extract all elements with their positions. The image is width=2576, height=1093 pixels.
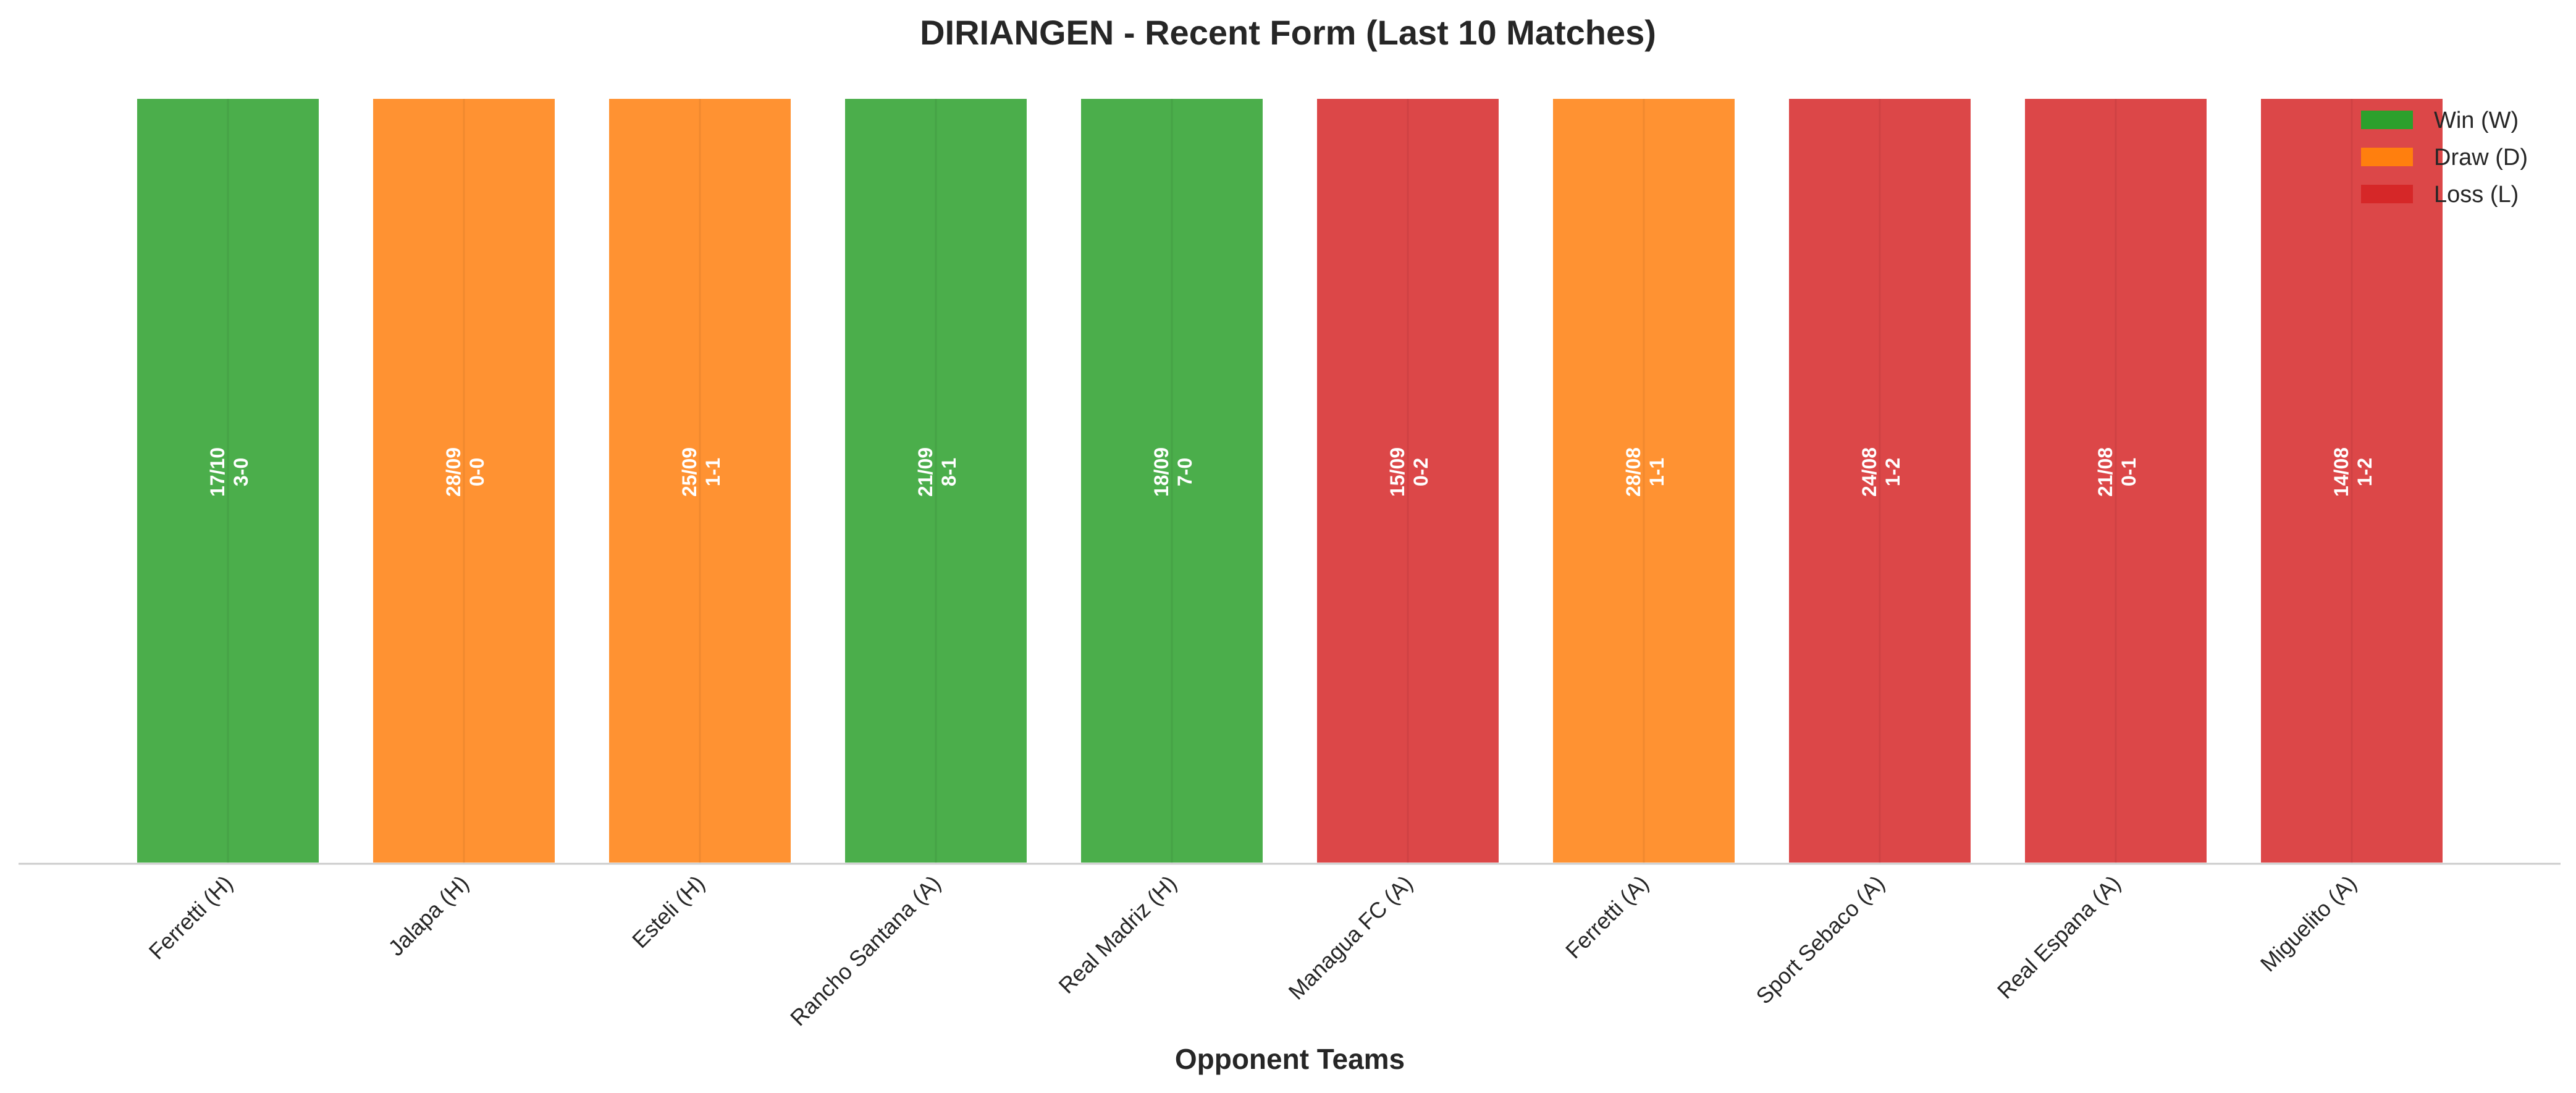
x-tick-label-6: Managua FC (A) (1283, 871, 1417, 1005)
bar-score: 1-1 (702, 458, 724, 486)
bar-label-5: 18/097-0 (1150, 447, 1196, 497)
bar-score: 0-1 (2118, 458, 2140, 486)
bar-label-10: 14/081-2 (2330, 447, 2376, 497)
legend-swatch-l (2361, 185, 2413, 203)
legend-swatch-w (2361, 111, 2413, 129)
x-tick-label-5: Real Madriz (H) (1053, 871, 1181, 998)
x-tick-label-2: Jalapa (H) (383, 871, 473, 961)
bar-7 (1551, 96, 1737, 865)
legend: Win (W) Draw (D) Loss (L) (2361, 108, 2528, 208)
bar-score: 8-1 (938, 458, 960, 486)
bar-label-4: 21/098-1 (914, 447, 960, 497)
bar-score: 7-0 (1174, 458, 1196, 486)
bar-5 (1079, 96, 1265, 865)
bar-label-6: 15/090-2 (1386, 447, 1432, 497)
bar-10 (2258, 96, 2445, 865)
bar-date: 18/09 (1150, 447, 1172, 497)
bar-2 (371, 96, 557, 865)
bar-score: 3-0 (230, 458, 252, 486)
bar-3 (607, 96, 793, 865)
x-tick-label-9: Real Espana (A) (1992, 871, 2126, 1004)
x-tick-label-8: Sport Sebaco (A) (1751, 871, 1889, 1009)
bar-date: 25/09 (678, 447, 701, 497)
x-tick-label-1: Ferretti (H) (144, 871, 238, 964)
x-tick-label-4: Rancho Santana (A) (785, 871, 946, 1031)
bar-label-1: 17/103-0 (206, 447, 252, 497)
x-tick-label-3: Esteli (H) (627, 871, 710, 953)
legend-swatch-d (2361, 148, 2413, 166)
bar-date: 21/09 (914, 447, 937, 497)
chart-title: DIRIANGEN - Recent Form (Last 10 Matches… (920, 13, 1656, 52)
bar-score: 1-1 (1646, 458, 1668, 486)
bar-4 (843, 96, 1029, 865)
bar-date: 28/09 (442, 447, 465, 497)
bar-1 (135, 96, 321, 865)
bars-layer: 17/103-0 28/090-0 25/091-1 21/098-1 18/097-0… (135, 96, 2445, 865)
legend-label-l: Loss (L) (2434, 182, 2519, 208)
bar-score: 0-2 (1410, 458, 1432, 486)
bar-date: 24/08 (1858, 447, 1880, 497)
bar-label-9: 21/080-1 (2094, 447, 2140, 497)
bar-date: 17/10 (206, 447, 229, 497)
bar-score: 0-0 (466, 458, 488, 486)
bar-date: 15/09 (1386, 447, 1408, 497)
bar-6 (1315, 96, 1501, 865)
bar-score: 1-2 (2354, 458, 2376, 486)
bar-label-2: 28/090-0 (442, 447, 488, 497)
bar-date: 14/08 (2330, 447, 2352, 497)
bar-label-8: 24/081-2 (1858, 447, 1904, 497)
legend-label-d: Draw (D) (2434, 145, 2528, 171)
bar-date: 21/08 (2094, 447, 2116, 497)
bar-date: 28/08 (1622, 447, 1644, 497)
x-axis-label: Opponent Teams (1175, 1043, 1405, 1075)
bar-label-3: 25/091-1 (678, 447, 724, 497)
x-tick-labels: Ferretti (H) Jalapa (H) Esteli (H) Rancho S… (144, 871, 2362, 1031)
bar-score: 1-2 (1882, 458, 1904, 486)
x-tick-label-7: Ferretti (A) (1560, 871, 1654, 964)
legend-label-w: Win (W) (2434, 108, 2519, 133)
x-tick-label-10: Miguelito (A) (2255, 871, 2362, 977)
bar-label-7: 28/081-1 (1622, 447, 1668, 497)
